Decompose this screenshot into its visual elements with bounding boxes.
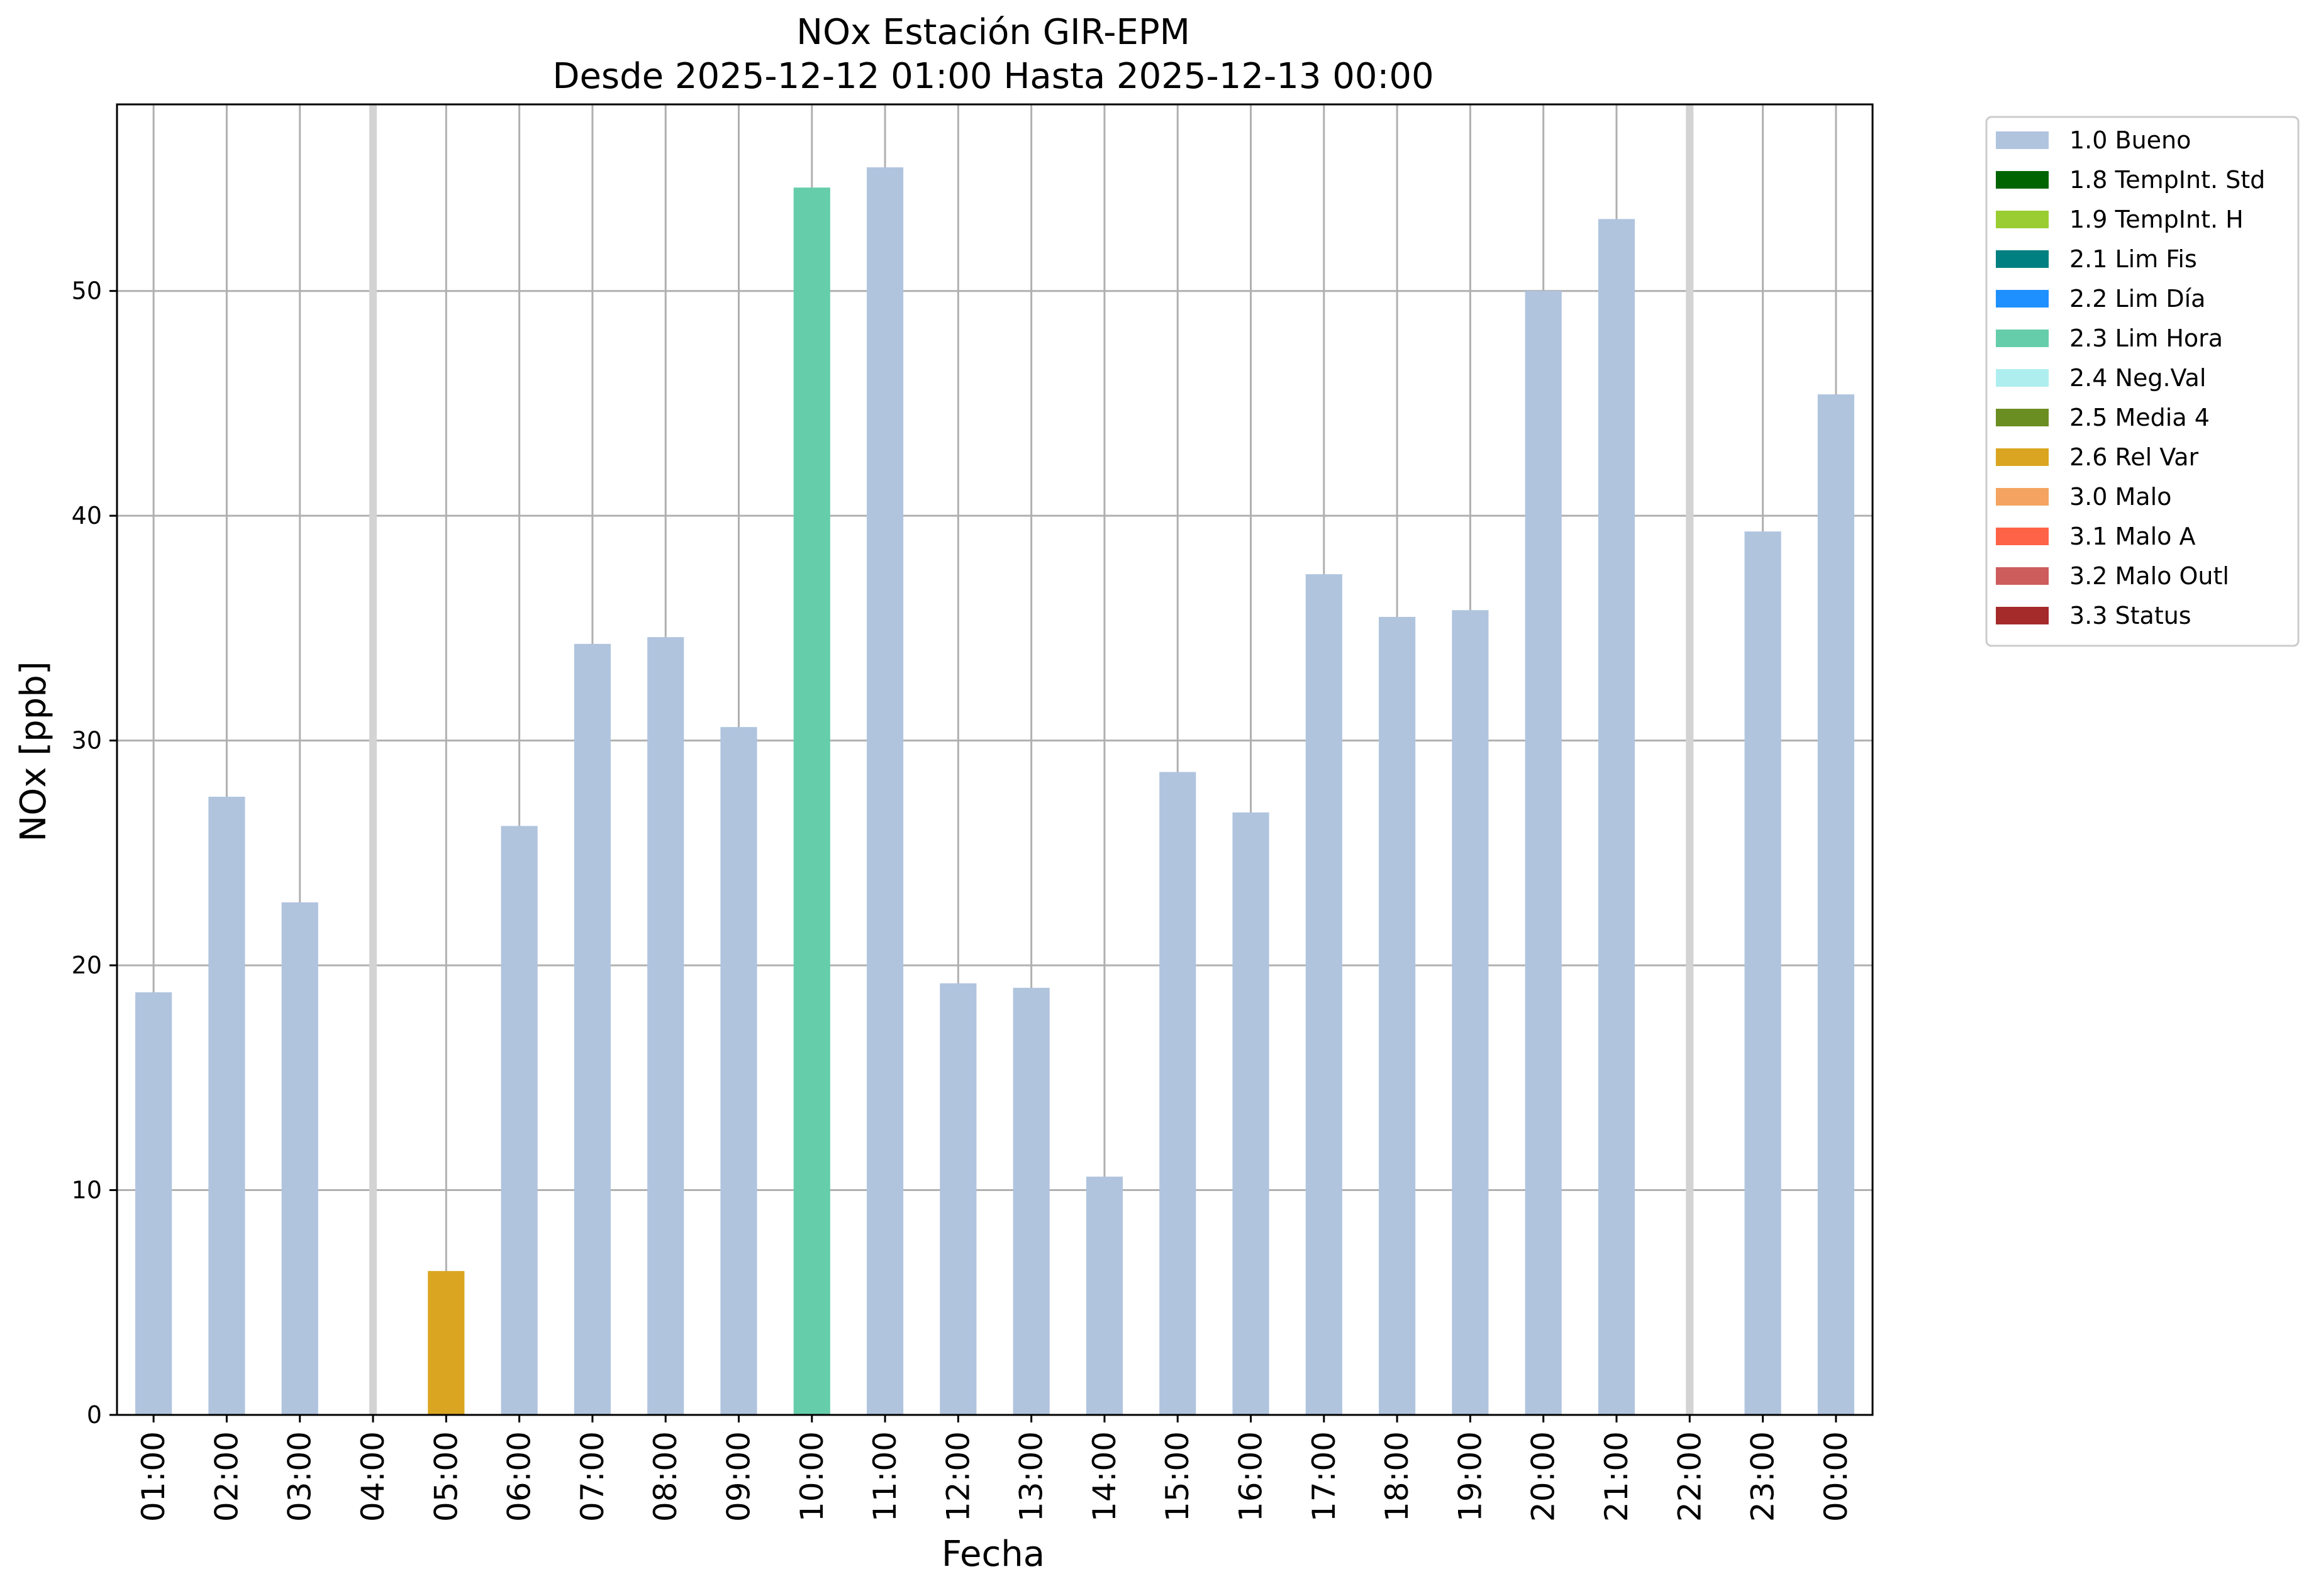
legend-swatch — [1996, 607, 2049, 624]
x-tick-label: 06:00 — [501, 1431, 538, 1522]
y-tick-label: 30 — [72, 727, 102, 755]
x-tick-label: 08:00 — [647, 1431, 684, 1522]
x-tick-label: 03:00 — [282, 1431, 318, 1522]
legend-swatch — [1996, 409, 2049, 426]
y-tick-label: 50 — [72, 277, 102, 305]
x-tick-label: 04:00 — [355, 1431, 391, 1522]
legend-label: 2.4 Neg.Val — [2069, 364, 2206, 392]
x-tick-label: 10:00 — [794, 1431, 830, 1522]
x-tick-label: 05:00 — [428, 1431, 464, 1522]
bar — [1525, 291, 1562, 1415]
bar — [793, 187, 830, 1415]
x-tick-label: 07:00 — [574, 1431, 611, 1522]
bar — [1013, 987, 1050, 1415]
x-tick-label: 00:00 — [1818, 1431, 1854, 1522]
plot-frame — [116, 103, 1874, 1416]
x-axis-ticks: 01:00 02:00 03:00 04:00 05:00 06:00 07:00 08:00… — [135, 1415, 1854, 1522]
legend-swatch — [1996, 250, 2049, 268]
bar — [135, 992, 172, 1415]
x-tick-label: 21:00 — [1598, 1431, 1635, 1522]
x-tick-label: 02:00 — [208, 1431, 245, 1522]
legend-swatch — [1996, 131, 2049, 149]
legend-box — [1985, 116, 2300, 647]
legend-swatch — [1996, 528, 2049, 545]
bar — [1086, 1177, 1123, 1415]
bar — [940, 983, 977, 1415]
legend-swatch — [1996, 488, 2049, 506]
y-tick-label: 10 — [72, 1177, 102, 1204]
legend-label: 3.0 Malo — [2069, 483, 2171, 511]
legend-swatch — [1996, 448, 2049, 466]
legend-label: 3.1 Malo A — [2069, 523, 2195, 550]
bar — [1159, 772, 1196, 1415]
x-tick-label: 14:00 — [1086, 1431, 1123, 1522]
legend-label: 2.6 Rel Var — [2069, 443, 2199, 471]
x-tick-label: 17:00 — [1306, 1431, 1342, 1522]
bar — [208, 796, 245, 1415]
bar — [501, 826, 538, 1415]
chart-title: NOx Estación GIR-EPM — [796, 12, 1190, 53]
missing-value-marker — [1686, 104, 1694, 1415]
y-tick-label: 20 — [72, 951, 102, 979]
y-tick-label: 40 — [72, 502, 102, 529]
chart-subtitle: Desde 2025-12-12 01:00 Hasta 2025-12-13 … — [552, 56, 1434, 97]
legend-label: 1.8 TempInt. Std — [2069, 166, 2265, 194]
bar — [574, 643, 611, 1415]
bar — [1817, 394, 1854, 1415]
x-tick-label: 09:00 — [720, 1431, 757, 1522]
bar — [1305, 574, 1342, 1415]
x-tick-label: 13:00 — [1013, 1431, 1050, 1522]
legend-label: 2.1 Lim Fis — [2069, 245, 2197, 273]
legend-label: 2.2 Lim Día — [2069, 285, 2205, 313]
bar — [647, 637, 684, 1415]
axes — [116, 103, 1874, 1416]
bar — [281, 902, 318, 1415]
legend-swatch — [1996, 330, 2049, 347]
x-tick-label: 18:00 — [1379, 1431, 1415, 1522]
bar — [1232, 812, 1269, 1415]
bar — [720, 727, 757, 1415]
x-tick-label: 22:00 — [1671, 1431, 1708, 1522]
bar — [428, 1271, 465, 1415]
x-tick-label: 19:00 — [1452, 1431, 1488, 1522]
bar — [1452, 610, 1489, 1416]
x-tick-label: 12:00 — [940, 1431, 976, 1522]
y-tick-label: 0 — [87, 1401, 102, 1429]
legend-swatch — [1996, 290, 2049, 308]
bars — [135, 104, 1854, 1416]
legend-swatch — [1996, 567, 2049, 585]
legend-label: 3.3 Status — [2069, 602, 2191, 629]
x-tick-label: 16:00 — [1233, 1431, 1269, 1522]
legend-swatch — [1996, 211, 2049, 228]
legend-swatch — [1996, 171, 2049, 189]
legend-label: 1.0 Bueno — [2069, 126, 2191, 154]
legend-label: 1.9 TempInt. H — [2069, 206, 2244, 233]
y-axis-label: NOx [ppb] — [13, 661, 54, 841]
legend-label: 2.3 Lim Hora — [2069, 324, 2223, 352]
bar — [1598, 219, 1635, 1416]
legend-label: 2.5 Media 4 — [2069, 404, 2210, 431]
legend-swatch — [1996, 369, 2049, 387]
x-tick-label: 11:00 — [867, 1431, 903, 1522]
y-axis-ticks: 0 10 20 30 40 50 — [72, 277, 117, 1429]
bar — [1379, 617, 1416, 1416]
x-axis-label: Fecha — [942, 1534, 1045, 1575]
missing-value-marker — [369, 104, 377, 1415]
x-tick-label: 20:00 — [1525, 1431, 1562, 1522]
x-tick-label: 23:00 — [1745, 1431, 1781, 1522]
bar — [1744, 531, 1781, 1415]
legend-label: 3.2 Malo Outl — [2069, 562, 2229, 590]
x-tick-label: 15:00 — [1159, 1431, 1196, 1522]
legend: 1.0 Bueno 1.8 TempInt. Std 1.9 TempInt. H 2… — [1985, 116, 2300, 647]
bar — [866, 167, 904, 1415]
x-tick-label: 01:00 — [135, 1431, 172, 1522]
